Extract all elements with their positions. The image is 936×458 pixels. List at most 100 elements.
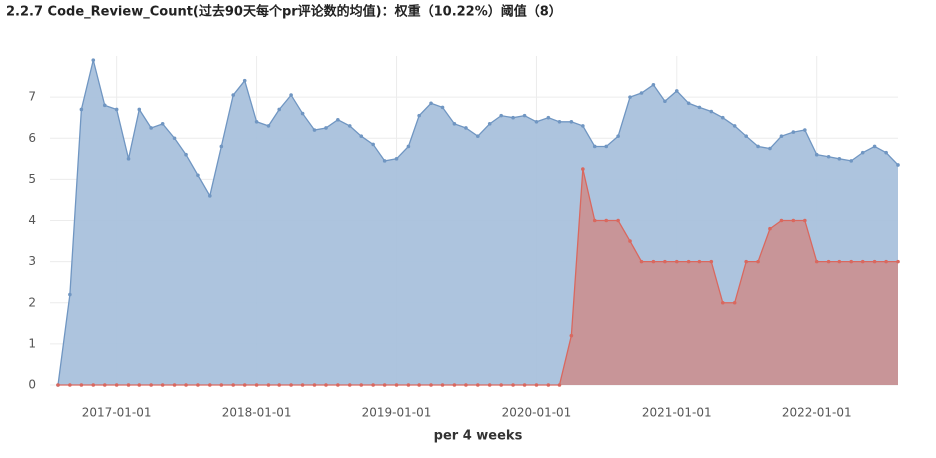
point — [394, 383, 399, 387]
y-tick-label: 6 — [28, 131, 36, 145]
point — [231, 93, 236, 97]
point — [709, 109, 714, 114]
point — [814, 259, 819, 264]
point — [604, 218, 609, 223]
point — [628, 239, 632, 243]
point — [826, 259, 831, 264]
point — [581, 124, 585, 128]
point — [324, 383, 328, 387]
point — [208, 383, 212, 387]
point — [242, 78, 247, 83]
point — [522, 113, 527, 118]
point — [336, 383, 340, 387]
point — [732, 300, 737, 305]
point — [744, 134, 748, 138]
point — [429, 101, 433, 106]
point — [137, 107, 142, 112]
chart-title: 2.2.7 Code_Review_Count(过去90天每个pr评论数的均值)… — [6, 4, 562, 20]
area — [58, 169, 898, 385]
point — [91, 383, 96, 387]
point — [417, 113, 421, 118]
point — [371, 383, 375, 387]
point — [160, 383, 165, 387]
point — [102, 103, 107, 108]
point — [371, 142, 375, 147]
point — [254, 383, 259, 387]
point — [149, 383, 153, 387]
y-tick-label: 0 — [28, 378, 36, 392]
point — [242, 383, 247, 387]
point — [546, 383, 551, 387]
point — [651, 259, 656, 264]
point — [872, 259, 877, 264]
point — [126, 383, 131, 387]
x-tick-label: 2017-01-01 — [82, 406, 152, 420]
point — [464, 126, 468, 130]
point — [651, 82, 656, 87]
point — [347, 383, 352, 387]
point — [884, 259, 888, 264]
x-tick-label: 2018-01-01 — [222, 406, 292, 420]
x-tick-label: 2020-01-01 — [502, 406, 572, 420]
point — [476, 134, 480, 138]
point — [557, 120, 562, 124]
point — [254, 120, 259, 124]
point — [440, 383, 445, 387]
point — [394, 157, 399, 161]
point — [534, 120, 539, 124]
point — [336, 117, 340, 122]
point — [172, 383, 177, 387]
point — [803, 218, 807, 223]
point — [487, 122, 492, 126]
point — [768, 226, 772, 231]
point — [581, 167, 585, 171]
point — [837, 259, 842, 264]
point — [347, 124, 352, 128]
point — [744, 259, 748, 264]
point — [324, 126, 328, 130]
y-tick-label: 5 — [28, 172, 36, 186]
point — [592, 218, 597, 223]
point — [791, 218, 796, 223]
point — [184, 383, 188, 387]
point — [534, 383, 539, 387]
point — [756, 259, 760, 264]
point — [300, 111, 305, 116]
point — [149, 126, 153, 130]
point — [768, 146, 772, 151]
point — [604, 144, 609, 149]
x-tick-label: 2022-01-01 — [782, 406, 852, 420]
point — [860, 259, 865, 264]
point — [219, 144, 224, 149]
point — [487, 383, 492, 387]
x-tick-label: 2021-01-01 — [642, 406, 712, 420]
point — [686, 101, 691, 106]
point — [312, 383, 317, 387]
point — [569, 120, 574, 124]
x-tick-label: 2019-01-01 — [362, 406, 432, 420]
point — [114, 383, 119, 387]
point — [837, 157, 842, 161]
point — [68, 383, 72, 387]
point — [196, 173, 200, 178]
point — [300, 383, 305, 387]
point — [126, 157, 131, 161]
point — [56, 383, 60, 387]
point — [114, 107, 119, 112]
point — [849, 159, 854, 163]
point — [814, 152, 819, 157]
point — [674, 259, 679, 264]
point — [663, 259, 667, 264]
point — [522, 383, 527, 387]
point — [872, 144, 877, 149]
point — [231, 383, 236, 387]
point — [79, 383, 84, 387]
point — [476, 383, 480, 387]
point — [499, 113, 503, 118]
point — [499, 383, 503, 387]
point — [803, 128, 807, 132]
point — [511, 383, 515, 387]
point — [452, 122, 457, 126]
point — [896, 259, 900, 264]
